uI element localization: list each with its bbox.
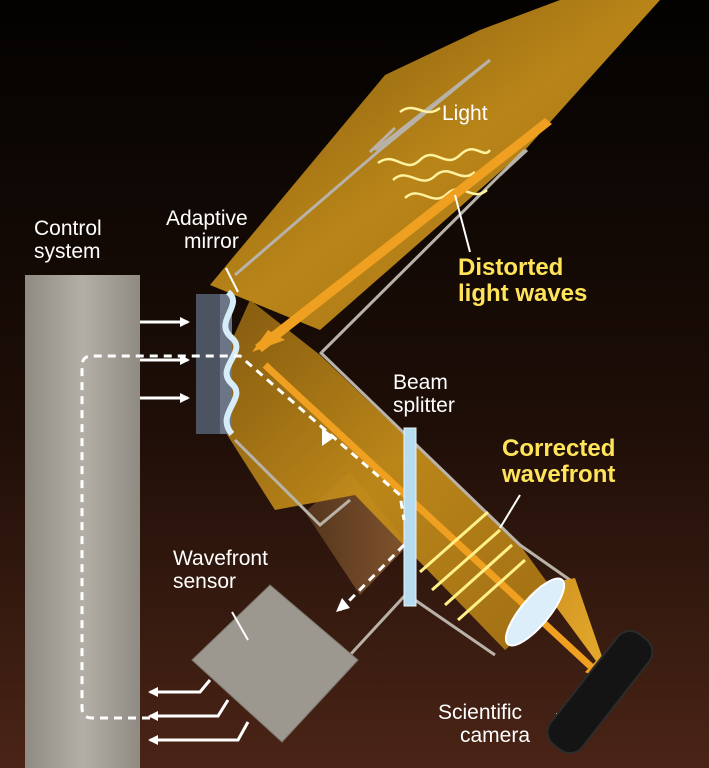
control-to-mirror-arrows: [140, 317, 190, 403]
control-system-panel: [25, 275, 140, 768]
label-scientific-camera: Scientific camera: [438, 701, 531, 747]
label-adaptive-line2: mirror: [184, 229, 239, 253]
label-control-line1: Control: [34, 217, 102, 240]
label-control-system: Control system: [34, 217, 102, 263]
sensor-beam: [305, 472, 408, 595]
label-wavefront-sensor: Wavefront sensor: [173, 547, 268, 593]
label-beam-splitter: Beam splitter: [393, 371, 455, 417]
sensor-to-control-arrows: [148, 679, 250, 745]
beam-outline: [233, 58, 571, 657]
label-light: Light: [442, 102, 488, 126]
label-distorted-line1: Distorted: [458, 254, 564, 281]
corrected-wavefront-lines: [419, 510, 527, 622]
label-control-line2: system: [34, 239, 101, 263]
label-beam-line1: Beam: [393, 371, 448, 394]
feedback-loop: [80, 354, 406, 720]
label-adaptive-mirror: Adaptive mirror: [166, 207, 248, 253]
scientific-camera: [546, 629, 654, 755]
label-camera-line1: Scientific: [438, 701, 523, 724]
label-sensor-line1: Wavefront: [173, 547, 268, 570]
label-corrected-line2: wavefront: [502, 460, 616, 488]
wavefront-sensor-box: [191, 584, 359, 743]
feedback-arrow-head-2: [336, 598, 350, 612]
label-camera-line2: camera: [460, 723, 531, 747]
label-sensor-line2: sensor: [173, 569, 237, 593]
distorted-waves: [377, 106, 492, 200]
tube-rings: [368, 126, 529, 177]
beam-splitter: [403, 427, 417, 607]
incoming-beam: [210, 0, 660, 330]
label-beam-line2: splitter: [393, 393, 455, 417]
label-corrected-wavefront: Corrected wavefront: [502, 436, 615, 488]
label-distorted-line2: light waves: [458, 279, 588, 307]
lens: [504, 577, 566, 647]
label-adaptive-line1: Adaptive: [166, 207, 248, 230]
label-light-text: Light: [442, 102, 488, 125]
adaptive-mirror: [196, 289, 240, 437]
label-corrected-line1: Corrected: [502, 435, 616, 462]
label-distorted-waves: Distorted light waves: [458, 255, 587, 307]
feedback-arrow-head: [322, 428, 335, 446]
